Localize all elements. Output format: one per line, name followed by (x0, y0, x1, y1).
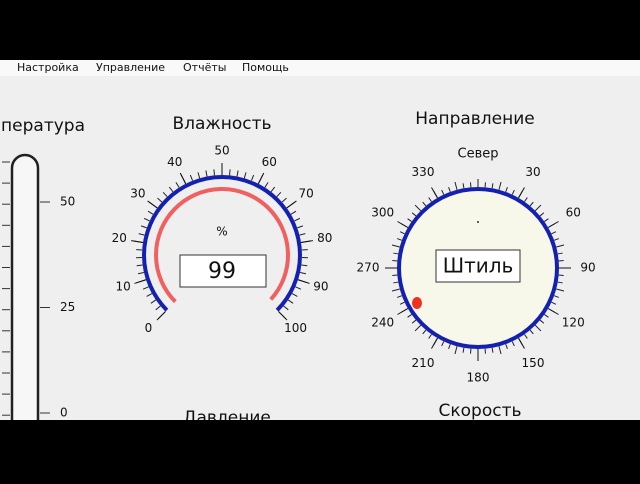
title: ипература (0, 116, 85, 136)
unit: % (216, 225, 227, 239)
tick-label: 180 (467, 371, 490, 385)
tick-label: 0 (145, 321, 153, 335)
tick-label: 330 (412, 165, 435, 179)
center-dot (477, 221, 479, 223)
status: Штиль (443, 254, 514, 278)
menu-item[interactable]: Управление (96, 61, 165, 74)
tick-label: 270 (357, 261, 380, 275)
bezel (0, 0, 640, 60)
tick-label: 20 (112, 231, 127, 245)
title: Направление (415, 109, 535, 129)
tick-label: 80 (317, 231, 332, 245)
tick-label: 70 (298, 186, 313, 200)
tick-label: 50 (60, 195, 75, 209)
tick-label: 90 (580, 261, 595, 275)
tick-label: 30 (130, 186, 145, 200)
tick-label: 10 (115, 280, 130, 294)
tick-label: 120 (562, 316, 585, 330)
tick-label: 0 (60, 406, 68, 420)
tick-label: 50 (214, 144, 229, 158)
menu-item[interactable]: Настройка (17, 61, 79, 74)
wind-marker (412, 297, 422, 309)
tick-label: 150 (522, 356, 545, 370)
title: Влажность (172, 114, 271, 134)
title: Скорость (439, 401, 522, 421)
tick-label: 60 (262, 155, 277, 169)
menu-item[interactable]: Отчёты (183, 61, 226, 74)
north-label: Север (458, 147, 499, 162)
value: 99 (208, 259, 236, 284)
thermometer-tube (12, 155, 38, 445)
tick-label: 100 (284, 321, 307, 335)
bezel (0, 420, 640, 480)
tick-label: 300 (371, 206, 394, 220)
tick-label: 210 (412, 356, 435, 370)
tick-label: 60 (566, 206, 581, 220)
minor-tick (214, 169, 215, 175)
tick-label: 30 (525, 165, 540, 179)
tick-label: 240 (371, 316, 394, 330)
menu-item[interactable]: Помощь (242, 61, 289, 74)
tick-label: 90 (313, 280, 328, 294)
minor-tick (230, 169, 231, 175)
tick-label: 25 (60, 300, 75, 314)
tick-label: 40 (167, 155, 182, 169)
